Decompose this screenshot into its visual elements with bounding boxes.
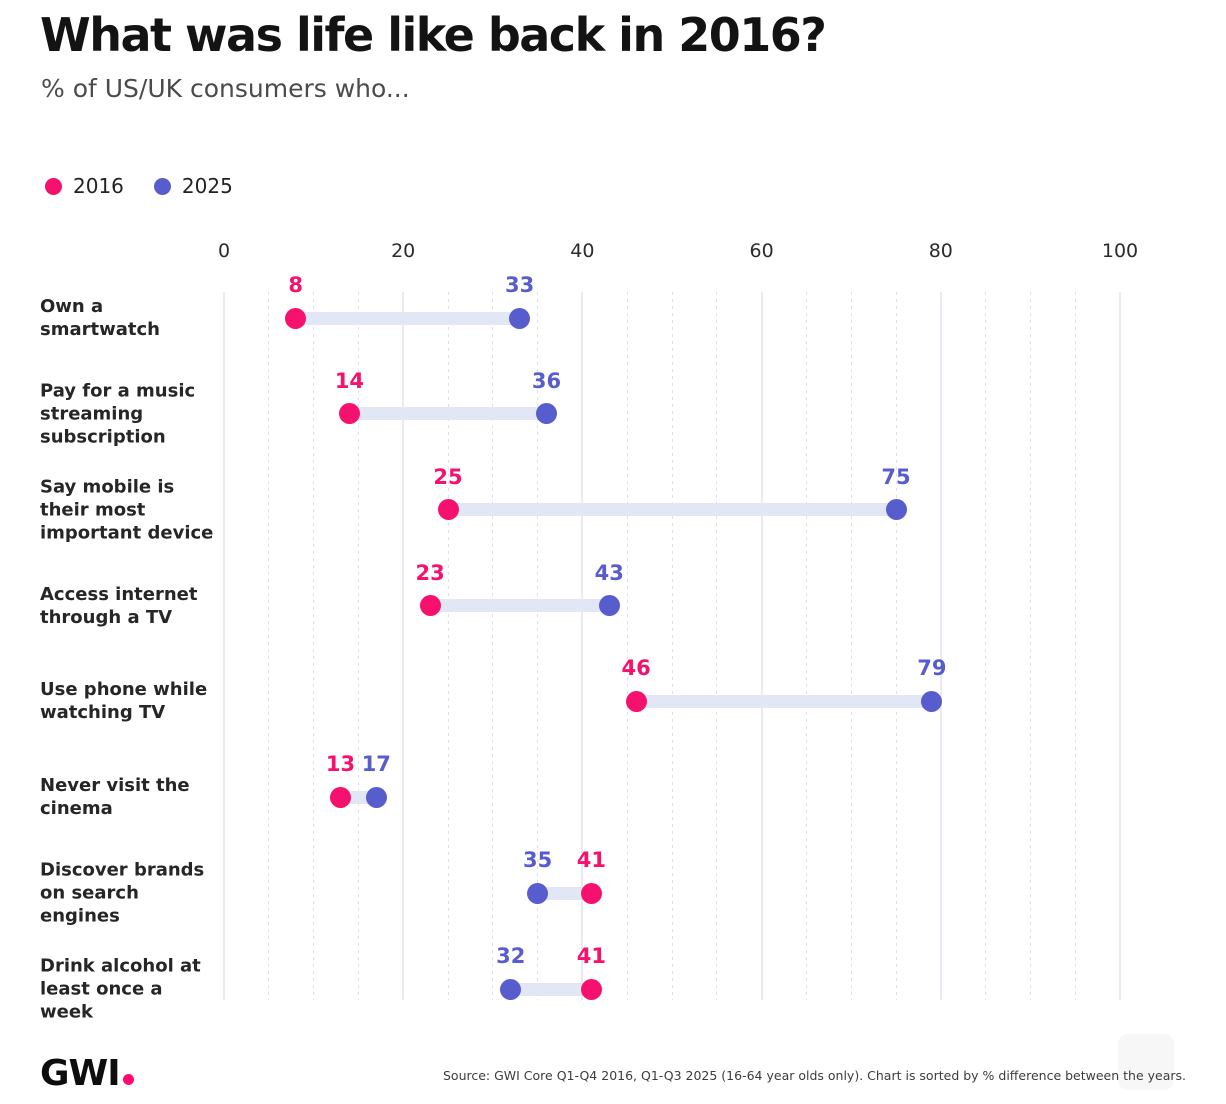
dumbbell-bar <box>636 694 932 708</box>
axis-tick-label: 0 <box>217 240 231 262</box>
subtitle: % of US/UK consumers who... <box>41 74 410 103</box>
gridline-minor <box>313 292 315 1000</box>
value-label-2016: 46 <box>621 656 651 681</box>
value-label-2025: 32 <box>496 944 526 969</box>
legend-label: 2025 <box>181 174 233 198</box>
value-label-2025: 36 <box>531 368 562 393</box>
category-label: Discover brands on search engines <box>40 859 205 927</box>
value-label-2016: 25 <box>433 464 463 489</box>
axis-tick-label: 60 <box>749 240 774 262</box>
axis-tick-label: 40 <box>570 240 595 262</box>
gridline-minor <box>492 292 494 1000</box>
value-label-2016: 13 <box>325 752 356 777</box>
gridline-minor <box>1074 292 1076 1000</box>
value-label-2025: 43 <box>594 560 624 585</box>
value-label-2016: 14 <box>334 368 365 393</box>
category-label: Pay for a music streaming subscription <box>40 380 196 448</box>
axis-tick-label: 20 <box>391 240 416 262</box>
gridline-minor <box>895 292 897 1000</box>
gridline-major <box>760 292 763 1000</box>
dot-2025 <box>921 690 943 712</box>
dot-2025 <box>509 307 531 329</box>
value-label-2025: 35 <box>522 848 553 873</box>
legend-item-2016: 2016 <box>45 174 124 198</box>
category-label: Say mobile is their most important devic… <box>40 476 214 544</box>
dot-2016 <box>580 882 602 904</box>
gridline-minor <box>268 292 270 1000</box>
watermark-rect <box>1118 1034 1174 1090</box>
gridline-minor <box>447 292 449 1000</box>
value-label-2025: 17 <box>361 752 391 777</box>
dumbbell-bar <box>448 503 896 517</box>
category-label: Use phone while watching TV <box>40 679 208 724</box>
gridline-minor <box>716 292 718 1000</box>
dot-2025 <box>885 499 907 521</box>
page-title: What was life like back in 2016? <box>40 8 827 62</box>
gridline-major <box>581 292 584 1000</box>
dot-2025 <box>527 882 549 904</box>
gridline-major <box>402 292 405 1000</box>
legend-dot-icon <box>45 177 62 195</box>
value-label-2016: 8 <box>288 273 303 297</box>
axis-tick-label: 80 <box>928 240 953 262</box>
gridline-minor <box>671 292 673 1000</box>
value-label-2016: 41 <box>576 944 606 969</box>
dot-2016 <box>329 786 351 808</box>
logo-dot-icon <box>122 1074 134 1085</box>
gwi-logo-text: GWI <box>40 1053 121 1094</box>
dumbbell-bar <box>537 886 592 900</box>
dot-2016 <box>285 307 307 329</box>
dot-2016 <box>338 403 360 425</box>
value-label-2025: 33 <box>505 273 535 297</box>
dot-2016 <box>437 499 459 521</box>
legend-dot-icon <box>153 177 171 195</box>
legend: 2016 2025 <box>45 174 233 198</box>
legend-label: 2016 <box>73 174 124 198</box>
gwi-logo: GWI <box>40 1053 134 1094</box>
category-label: Never visit the cinema <box>40 775 190 820</box>
gridline-minor <box>1029 292 1031 1000</box>
dot-2025 <box>536 403 558 425</box>
gridline-minor <box>985 292 987 1000</box>
gridline-major <box>939 292 942 1000</box>
axis-tick-label: 100 <box>1101 240 1139 262</box>
gridline-minor <box>626 292 628 1000</box>
value-label-2025: 75 <box>881 464 911 489</box>
legend-item-2025: 2025 <box>153 174 233 198</box>
dumbbell-bar <box>349 407 547 421</box>
dumbbell-bar <box>295 311 520 325</box>
gridline-major <box>1119 292 1121 1000</box>
dot-2025 <box>500 978 522 1000</box>
category-label: Own a smartwatch <box>40 296 160 340</box>
value-label-2016: 41 <box>576 848 606 873</box>
value-label-2025: 79 <box>917 656 947 681</box>
dot-2016 <box>419 595 441 617</box>
dot-2016 <box>625 690 647 712</box>
gridline-minor <box>357 292 359 1000</box>
dumbbell-bar <box>510 982 592 996</box>
value-label-2016: 23 <box>415 560 445 585</box>
dot-2025 <box>365 786 387 808</box>
dot-2016 <box>580 978 602 1000</box>
dot-2025 <box>598 595 620 617</box>
dumbbell-bar <box>430 599 610 613</box>
source-note: Source: GWI Core Q1-Q4 2016, Q1-Q3 2025 … <box>442 1068 1186 1083</box>
gridline-major <box>223 292 225 1000</box>
gridline-minor <box>850 292 852 1000</box>
gridline-minor <box>537 292 539 1000</box>
category-label: Drink alcohol at least once a week <box>40 955 201 1023</box>
category-label: Access internet through a TV <box>40 583 198 628</box>
gridline-minor <box>805 292 807 1000</box>
